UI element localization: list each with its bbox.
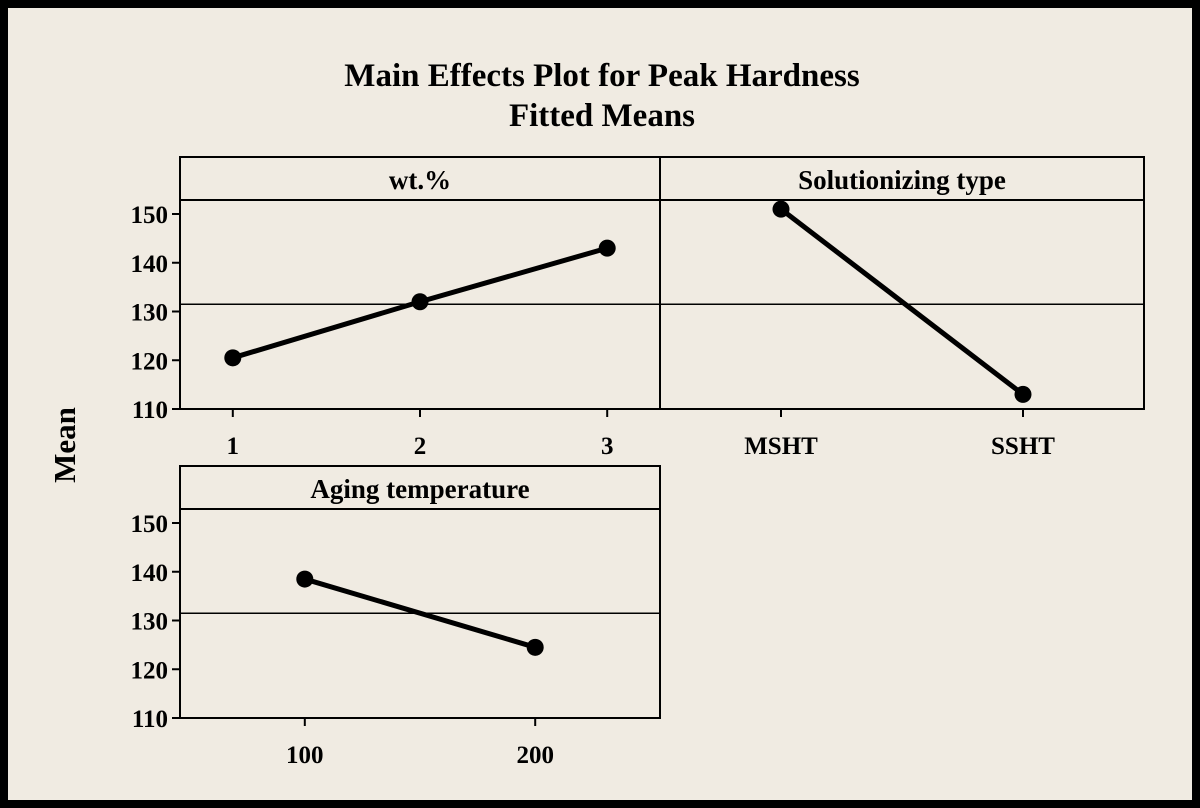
y-tick-label: 140 <box>131 251 169 278</box>
chart-title: Main Effects Plot for Peak Hardness <box>344 58 860 94</box>
data-point <box>224 349 242 367</box>
chart-subtitle: Fitted Means <box>509 98 695 134</box>
y-tick-label: 150 <box>131 511 169 538</box>
x-tick-label: 3 <box>601 433 614 460</box>
data-point <box>411 293 429 311</box>
y-tick-label: 110 <box>132 397 168 424</box>
chart-canvas: Main Effects Plot for Peak Hardness Fitt… <box>8 8 1192 800</box>
y-tick-label: 110 <box>132 706 168 733</box>
panels-group: wt.% 110 120 130 140 150 1 2 3 Solutionizing type… <box>131 156 1145 769</box>
y-tick-label: 140 <box>131 560 169 587</box>
y-axis-label: Mean <box>47 407 82 483</box>
x-tick-label: 200 <box>516 742 554 769</box>
x-tick-label: SSHT <box>991 433 1055 460</box>
series-line <box>779 207 1025 397</box>
y-tick-label: 130 <box>131 609 169 636</box>
x-tick-label: MSHT <box>744 433 818 460</box>
y-tick-label: 150 <box>131 202 169 229</box>
series-line <box>304 576 536 650</box>
data-point <box>598 239 616 257</box>
x-tick-label: 100 <box>286 742 324 769</box>
data-point <box>1014 385 1032 403</box>
panel-title: Aging temperature <box>310 474 529 504</box>
data-point <box>296 570 314 588</box>
y-tick-label: 120 <box>131 348 169 375</box>
y-tick-label: 130 <box>131 300 169 327</box>
panel-3: Aging temperature 110 120 130 140 150 100 200 <box>131 465 661 769</box>
panel-title: wt.% <box>389 165 451 195</box>
x-tick-label: 1 <box>227 433 240 460</box>
x-tick-label: 2 <box>414 433 427 460</box>
main-effects-chart: Main Effects Plot for Peak Hardness Fitt… <box>47 58 1145 769</box>
y-tick-label: 120 <box>131 657 169 684</box>
panel-2: Solutionizing type MSHT SSHT <box>659 156 1145 460</box>
data-point <box>772 200 790 218</box>
panel-border <box>659 156 1145 410</box>
panel-title: Solutionizing type <box>798 165 1006 195</box>
data-point <box>526 638 544 656</box>
panel-1: wt.% 110 120 130 140 150 1 2 3 <box>131 156 661 460</box>
panel-border <box>179 465 661 719</box>
